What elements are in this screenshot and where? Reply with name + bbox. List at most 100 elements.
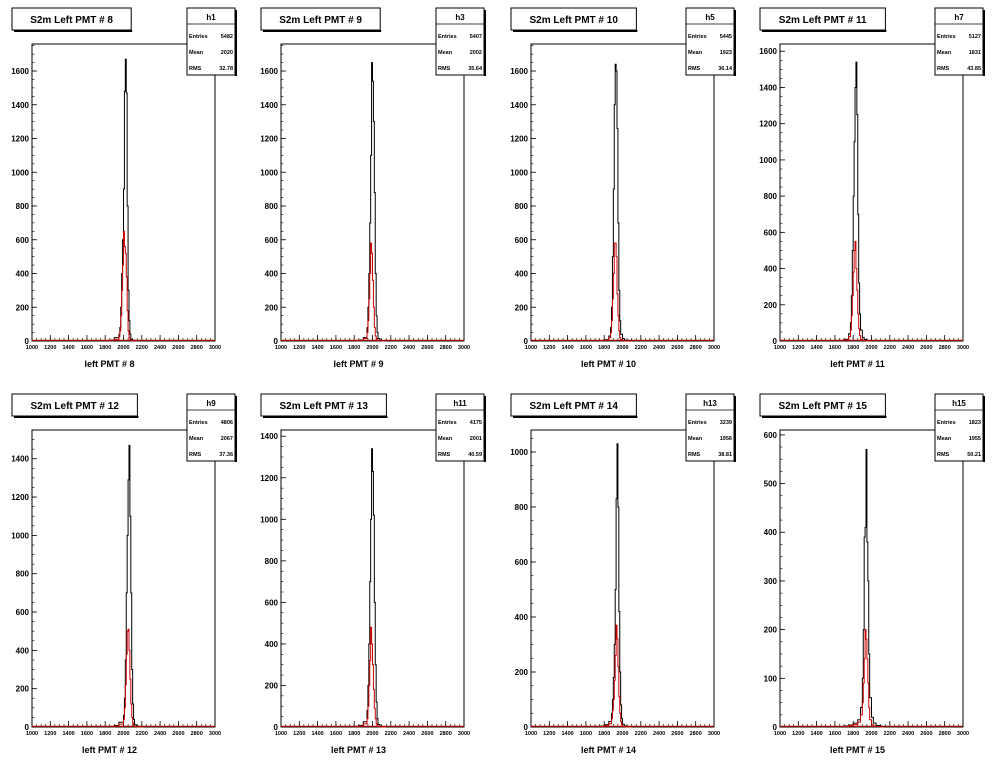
overlay-histogram — [109, 628, 144, 728]
histogram-panel: S2m Left PMT # 13 h11 Entries 4175 Mean 2001 R… — [260, 393, 486, 755]
stats-box: h3 Entries 5407 Mean 2002 RMS 35.64 — [435, 7, 486, 76]
x-tick-label: 2000 — [117, 731, 129, 737]
y-tick-label: 1400 — [11, 455, 29, 464]
x-tick-label: 2800 — [191, 731, 203, 737]
title-box: S2m Left PMT # 12 — [11, 393, 139, 418]
x-tick-label: 1800 — [348, 731, 360, 737]
y-tick-label: 400 — [16, 270, 30, 279]
y-tick-label: 400 — [764, 528, 778, 537]
x-tick-label: 1000 — [26, 345, 38, 351]
x-tick-label: 3000 — [209, 731, 221, 737]
x-tick-label: 1600 — [580, 731, 592, 737]
stats-box: h9 Entries 4806 Mean 2067 RMS 37.36 — [186, 393, 237, 462]
stats-mean-value: 2020 — [221, 50, 233, 56]
histogram-panel: S2m Left PMT # 12 h9 Entries 4806 Mean 2067 RM… — [11, 393, 237, 755]
histogram-panel: S2m Left PMT # 10 h5 Entries 5445 Mean 1923 RM… — [510, 7, 736, 369]
stats-mean-value: 2067 — [221, 436, 233, 442]
stats-entries-label: Entries — [937, 420, 956, 426]
x-tick-label: 2000 — [616, 345, 628, 351]
stats-rms-value: 32.78 — [219, 66, 233, 72]
x-tick-label: 1600 — [829, 345, 841, 351]
plot-frame — [779, 43, 964, 342]
stats-border — [435, 393, 485, 462]
overlay-histogram — [353, 626, 387, 728]
y-tick-label: 200 — [764, 301, 778, 310]
plot-frame — [31, 429, 216, 728]
hist-name: h5 — [705, 13, 715, 22]
y-tick-label: 800 — [515, 503, 529, 512]
chart-title: S2m Left PMT # 11 — [779, 15, 867, 26]
stats-rms-label: RMS — [688, 452, 701, 458]
stats-rms-label: RMS — [937, 452, 950, 458]
y-tick-label: 800 — [16, 570, 30, 579]
y-tick-label: 400 — [515, 613, 529, 622]
x-tick-label: 1200 — [792, 731, 804, 737]
stats-rms-value: 35.64 — [468, 66, 483, 72]
stats-rms-value: 43.85 — [967, 66, 981, 72]
x-tick-label: 1400 — [311, 731, 323, 737]
y-tick-label: 1400 — [260, 432, 278, 441]
y-tick-label: 400 — [265, 640, 279, 649]
stats-mean-label: Mean — [688, 436, 703, 442]
stats-mean-label: Mean — [937, 436, 952, 442]
x-tick-label: 2400 — [902, 731, 914, 737]
y-tick-label: 0 — [524, 723, 529, 732]
y-tick-label: 800 — [265, 557, 279, 566]
y-tick-label: 600 — [764, 228, 778, 237]
y-tick-label: 0 — [274, 723, 279, 732]
x-tick-label: 2400 — [154, 731, 166, 737]
title-box: S2m Left PMT # 9 — [260, 7, 382, 32]
x-tick-label: 1200 — [543, 731, 555, 737]
x-tick-label: 1800 — [847, 731, 859, 737]
hist-name: h7 — [954, 13, 964, 22]
x-tick-label: 1600 — [330, 731, 342, 737]
hist-name: h3 — [455, 13, 465, 22]
x-axis-label: left PMT # 14 — [581, 745, 636, 755]
chart-title: S2m Left PMT # 10 — [530, 15, 619, 26]
stats-entries-value: 3239 — [720, 420, 732, 426]
stats-box: h7 Entries 5127 Mean 1831 RMS 43.85 — [934, 7, 985, 76]
y-tick-label: 800 — [16, 202, 30, 211]
x-tick-label: 3000 — [209, 345, 221, 351]
stats-rms-label: RMS — [937, 66, 950, 72]
x-tick-label: 2200 — [136, 731, 148, 737]
stats-mean-label: Mean — [189, 436, 204, 442]
y-tick-label: 500 — [764, 480, 778, 489]
main-histogram — [843, 448, 886, 728]
x-tick-label: 1000 — [525, 731, 537, 737]
main-histogram — [599, 443, 633, 728]
plot-frame — [530, 43, 715, 342]
stats-rms-label: RMS — [438, 452, 451, 458]
stats-rms-label: RMS — [189, 452, 202, 458]
y-tick-label: 0 — [773, 337, 778, 346]
y-tick-label: 1600 — [759, 47, 777, 56]
y-tick-label: 800 — [265, 202, 279, 211]
y-tick-label: 300 — [764, 577, 778, 586]
stats-entries-value: 1823 — [969, 420, 981, 426]
stats-entries-value: 5482 — [221, 34, 233, 40]
stats-rms-value: 36.14 — [718, 66, 733, 72]
x-tick-label: 1000 — [26, 731, 38, 737]
plot-frame — [530, 429, 715, 728]
title-box: S2m Left PMT # 14 — [510, 393, 638, 418]
stats-box: h5 Entries 5445 Mean 1923 RMS 36.14 — [685, 7, 736, 76]
stats-entries-label: Entries — [438, 420, 457, 426]
x-tick-label: 2600 — [172, 345, 184, 351]
stats-mean-value: 1831 — [969, 50, 981, 56]
hist-name: h13 — [703, 399, 717, 408]
y-tick-label: 1400 — [11, 101, 29, 110]
overlay-histogram — [353, 242, 387, 342]
x-tick-label: 1000 — [774, 345, 786, 351]
overlay-histogram — [104, 230, 138, 342]
stats-mean-label: Mean — [438, 436, 453, 442]
stats-border — [685, 393, 735, 462]
stats-mean-label: Mean — [438, 50, 453, 56]
x-tick-label: 2200 — [385, 731, 397, 737]
stats-entries-label: Entries — [688, 34, 707, 40]
stats-entries-value: 5127 — [969, 34, 981, 40]
x-tick-label: 2400 — [653, 731, 665, 737]
x-tick-label: 3000 — [708, 345, 720, 351]
stats-rms-value: 38.81 — [718, 452, 732, 458]
x-tick-label: 1200 — [543, 345, 555, 351]
